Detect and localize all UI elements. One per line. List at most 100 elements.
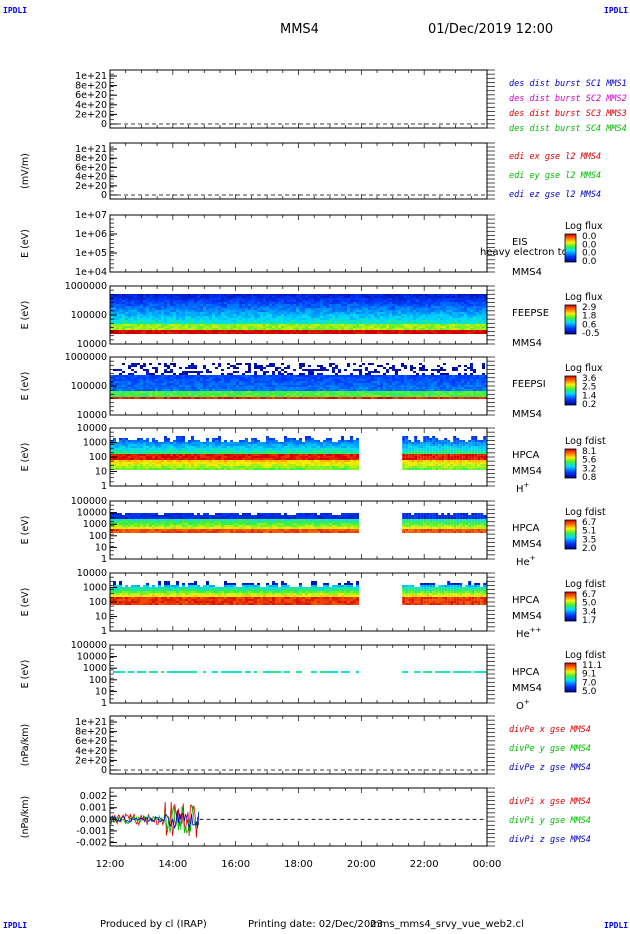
spectrogram-cell bbox=[158, 391, 161, 393]
spectrogram-cell bbox=[119, 389, 122, 391]
spectrogram-cell bbox=[341, 387, 344, 389]
spectrogram-cell bbox=[260, 379, 263, 381]
spectrogram-cell bbox=[248, 302, 251, 304]
spectrogram-cell bbox=[110, 298, 113, 300]
spectrogram-cell bbox=[233, 304, 236, 306]
spectrogram-cell bbox=[326, 300, 329, 302]
spectrogram-cell bbox=[458, 308, 461, 310]
spectrogram-cell bbox=[476, 387, 479, 389]
spectrogram-cell bbox=[221, 375, 224, 377]
spectrogram-cell bbox=[374, 304, 377, 306]
spectrogram-cell bbox=[464, 326, 467, 328]
spectrogram-cell bbox=[128, 446, 131, 448]
spectrogram-cell bbox=[458, 330, 461, 332]
spectrogram-cell bbox=[143, 312, 146, 314]
spectrogram-cell bbox=[254, 320, 257, 322]
spectrogram-cell bbox=[227, 387, 230, 389]
spectrogram-cell bbox=[140, 446, 143, 448]
spectrogram-cell bbox=[155, 300, 158, 302]
spectrogram-cell bbox=[152, 373, 155, 375]
spectrogram-cell bbox=[329, 375, 332, 377]
spectrogram-cell bbox=[290, 298, 293, 300]
spectrogram-cell bbox=[356, 294, 359, 296]
spectrogram-cell bbox=[248, 367, 251, 369]
spectrogram-cell bbox=[230, 379, 233, 381]
spectrogram-cell bbox=[461, 379, 464, 381]
spectrogram-cell bbox=[188, 391, 191, 393]
spectrogram-cell bbox=[239, 387, 242, 389]
spectrogram-cell bbox=[416, 294, 419, 296]
spectrogram-cell bbox=[299, 389, 302, 391]
spectrogram-cell bbox=[221, 330, 224, 332]
spectrogram-cell bbox=[224, 302, 227, 304]
spectrogram-cell bbox=[173, 294, 176, 296]
spectrogram-cell bbox=[413, 385, 416, 387]
spectrogram-cell bbox=[359, 389, 362, 391]
spectrogram-cell bbox=[176, 300, 179, 302]
spectrogram-cell bbox=[443, 330, 446, 332]
spectrogram-cell bbox=[236, 312, 239, 314]
spectrogram-cell bbox=[200, 304, 203, 306]
spectrogram-cell bbox=[164, 363, 167, 365]
colorbar bbox=[564, 375, 577, 406]
spectrogram-cell bbox=[347, 387, 350, 389]
spectrogram-cell bbox=[485, 302, 487, 304]
spectrogram-cell bbox=[461, 391, 464, 393]
legend-entry: des dist burst SC1 MMS1 bbox=[509, 79, 627, 89]
spectrogram-cell bbox=[275, 322, 278, 324]
spectrogram-cell bbox=[287, 308, 290, 310]
spectrogram-cell bbox=[323, 381, 326, 383]
spectrogram-cell bbox=[206, 328, 209, 330]
spectrogram-cell bbox=[134, 383, 137, 385]
spectrogram-cell bbox=[353, 328, 356, 330]
spectrogram-cell bbox=[308, 330, 311, 332]
spectrogram-cell bbox=[305, 322, 308, 324]
spectrogram-cell bbox=[326, 369, 329, 371]
spectrogram-cell bbox=[257, 387, 260, 389]
spectrogram-cell bbox=[137, 385, 140, 387]
spectrogram-cell bbox=[152, 379, 155, 381]
spectrogram-cell bbox=[341, 379, 344, 381]
spectrogram-cell bbox=[194, 379, 197, 381]
spectrogram-cell bbox=[314, 304, 317, 306]
spectrogram-cell bbox=[437, 379, 440, 381]
spectrogram-cell bbox=[350, 294, 353, 296]
spectrogram-cell bbox=[434, 300, 437, 302]
spectrogram-cell bbox=[473, 332, 476, 334]
spectrogram-cell bbox=[269, 375, 272, 377]
spectrogram-cell bbox=[365, 395, 368, 397]
spectrogram-cell bbox=[209, 322, 212, 324]
spectrogram-cell bbox=[461, 318, 464, 320]
spectrogram-cell bbox=[248, 381, 251, 383]
spectrogram-cell bbox=[191, 324, 194, 326]
spectrogram-cell bbox=[146, 326, 149, 328]
spectrogram-cell bbox=[191, 397, 194, 399]
spectrogram-cell bbox=[353, 302, 356, 304]
spectrogram-cell bbox=[230, 385, 233, 387]
spectrogram-cell bbox=[308, 312, 311, 314]
spectrogram-cell bbox=[200, 332, 203, 334]
spectrogram-cell bbox=[326, 302, 329, 304]
spectrogram-cell bbox=[224, 304, 227, 306]
spectrogram-cell bbox=[413, 308, 416, 310]
spectrogram-cell bbox=[227, 306, 230, 308]
spectrogram-cell bbox=[302, 375, 305, 377]
spectrogram-cell bbox=[245, 371, 248, 373]
spectrogram-cell bbox=[308, 308, 311, 310]
spectrogram-cell bbox=[251, 312, 254, 314]
spectrogram-cell bbox=[134, 440, 137, 442]
spectrogram-cell bbox=[140, 383, 143, 385]
spectrogram-cell bbox=[341, 318, 344, 320]
spectrogram-cell bbox=[221, 393, 224, 395]
spectrogram-cell bbox=[194, 328, 197, 330]
spectrogram-cell bbox=[194, 395, 197, 397]
spectrogram-cell bbox=[338, 300, 341, 302]
spectrogram-cell bbox=[188, 312, 191, 314]
spectrogram-cell bbox=[443, 385, 446, 387]
spectrogram-cell bbox=[149, 332, 152, 334]
spectrogram-cell bbox=[335, 377, 338, 379]
spectrogram-cell bbox=[401, 328, 404, 330]
spectrogram-cell bbox=[413, 391, 416, 393]
spectrogram-cell bbox=[308, 326, 311, 328]
spectrogram-cell bbox=[359, 332, 362, 334]
